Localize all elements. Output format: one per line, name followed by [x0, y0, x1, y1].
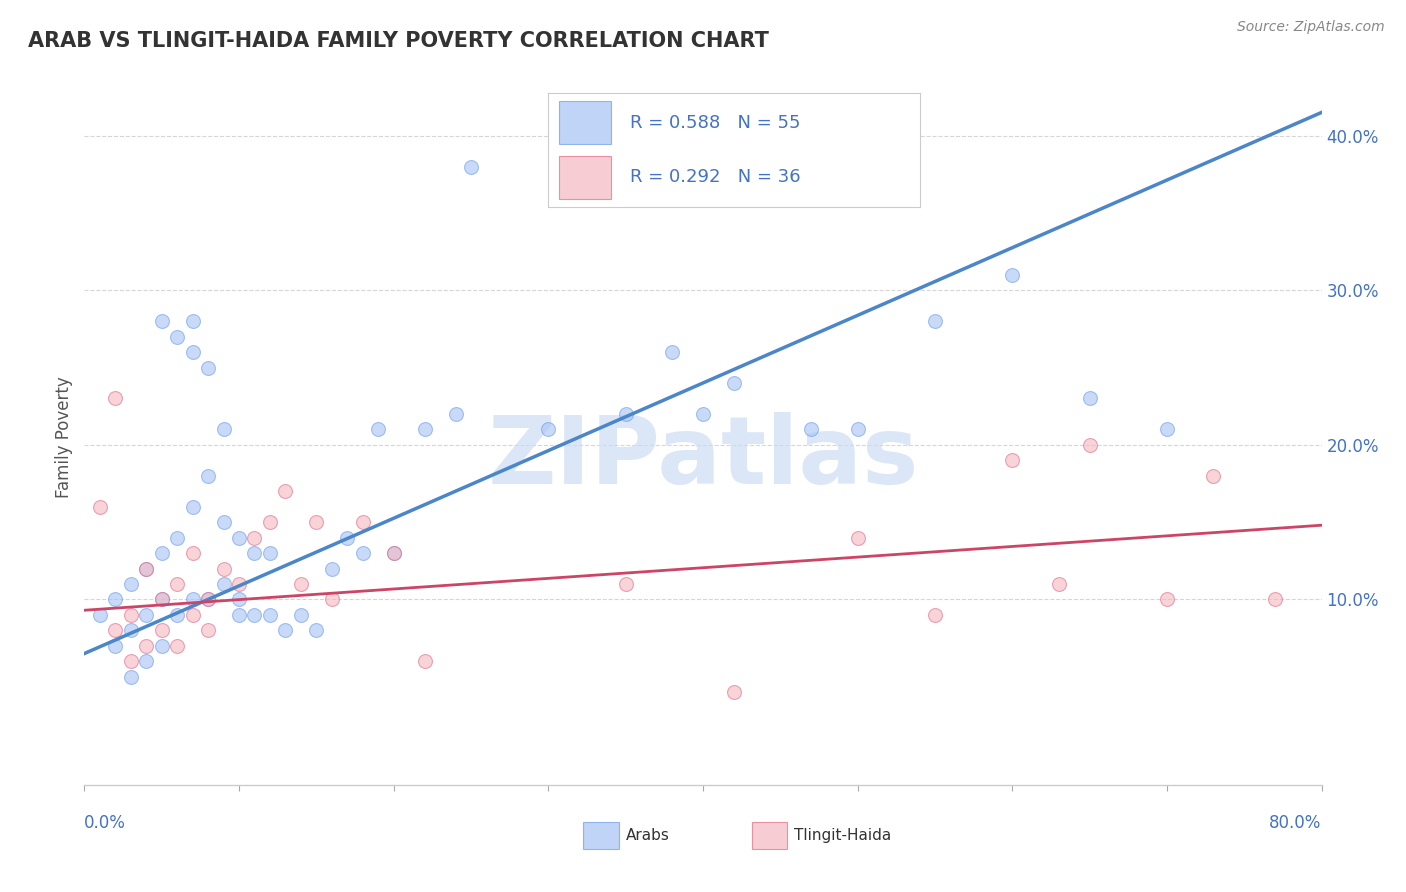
Point	[212, 577, 235, 591]
Point	[197, 624, 219, 638]
Point	[135, 639, 157, 653]
Point	[135, 654, 157, 668]
Point	[89, 607, 111, 622]
Point	[181, 345, 204, 359]
Point	[614, 407, 637, 421]
Point	[150, 546, 173, 560]
Point	[104, 592, 127, 607]
Point	[1264, 592, 1286, 607]
Text: Arabs: Arabs	[626, 829, 669, 843]
Point	[181, 314, 204, 328]
Point	[181, 607, 204, 622]
Point	[290, 607, 312, 622]
Point	[321, 592, 343, 607]
Point	[382, 546, 405, 560]
Point	[166, 531, 188, 545]
Point	[228, 607, 250, 622]
Point	[460, 160, 482, 174]
Point	[537, 422, 560, 436]
Point	[413, 654, 436, 668]
Point	[1001, 453, 1024, 467]
Point	[274, 484, 297, 499]
Point	[800, 422, 823, 436]
Point	[723, 376, 745, 390]
Point	[846, 422, 869, 436]
Point	[846, 531, 869, 545]
Point	[104, 392, 127, 406]
Point	[104, 624, 127, 638]
Point	[212, 422, 235, 436]
Point	[444, 407, 467, 421]
Point	[259, 607, 281, 622]
Point	[197, 360, 219, 375]
Point	[150, 592, 173, 607]
Point	[243, 531, 266, 545]
Point	[1001, 268, 1024, 282]
Point	[150, 624, 173, 638]
Point	[89, 500, 111, 514]
Point	[135, 561, 157, 575]
Point	[197, 468, 219, 483]
Point	[661, 345, 683, 359]
Point	[243, 546, 266, 560]
Point	[382, 546, 405, 560]
Point	[1078, 392, 1101, 406]
Point	[290, 577, 312, 591]
Point	[120, 624, 142, 638]
Point	[352, 546, 374, 560]
Point	[1078, 438, 1101, 452]
Point	[135, 561, 157, 575]
Point	[150, 639, 173, 653]
Point	[120, 607, 142, 622]
Point	[228, 531, 250, 545]
Point	[212, 515, 235, 529]
Point	[274, 624, 297, 638]
Point	[614, 577, 637, 591]
Point	[150, 592, 173, 607]
Point	[197, 592, 219, 607]
Point	[352, 515, 374, 529]
Point	[228, 592, 250, 607]
Point	[321, 561, 343, 575]
Point	[197, 592, 219, 607]
Point	[367, 422, 389, 436]
Point	[181, 546, 204, 560]
Text: Tlingit-Haida: Tlingit-Haida	[794, 829, 891, 843]
Point	[1047, 577, 1070, 591]
Point	[166, 329, 188, 343]
Point	[120, 577, 142, 591]
Point	[723, 685, 745, 699]
Text: Source: ZipAtlas.com: Source: ZipAtlas.com	[1237, 20, 1385, 34]
Point	[150, 314, 173, 328]
Point	[305, 624, 328, 638]
Text: 0.0%: 0.0%	[84, 814, 127, 831]
Point	[135, 607, 157, 622]
Point	[1202, 468, 1225, 483]
Point	[166, 639, 188, 653]
Point	[166, 577, 188, 591]
Point	[305, 515, 328, 529]
Point	[259, 546, 281, 560]
Point	[1156, 592, 1178, 607]
Text: ZIPatlas: ZIPatlas	[488, 412, 918, 504]
Point	[212, 561, 235, 575]
Point	[413, 422, 436, 436]
Text: ARAB VS TLINGIT-HAIDA FAMILY POVERTY CORRELATION CHART: ARAB VS TLINGIT-HAIDA FAMILY POVERTY COR…	[28, 31, 769, 51]
Point	[166, 607, 188, 622]
Point	[259, 515, 281, 529]
Y-axis label: Family Poverty: Family Poverty	[55, 376, 73, 498]
Point	[104, 639, 127, 653]
Point	[1156, 422, 1178, 436]
Point	[120, 670, 142, 684]
Point	[181, 592, 204, 607]
Point	[924, 314, 946, 328]
Point	[243, 607, 266, 622]
Point	[228, 577, 250, 591]
Text: 80.0%: 80.0%	[1270, 814, 1322, 831]
Point	[692, 407, 714, 421]
Point	[924, 607, 946, 622]
Point	[336, 531, 359, 545]
Point	[120, 654, 142, 668]
Point	[181, 500, 204, 514]
